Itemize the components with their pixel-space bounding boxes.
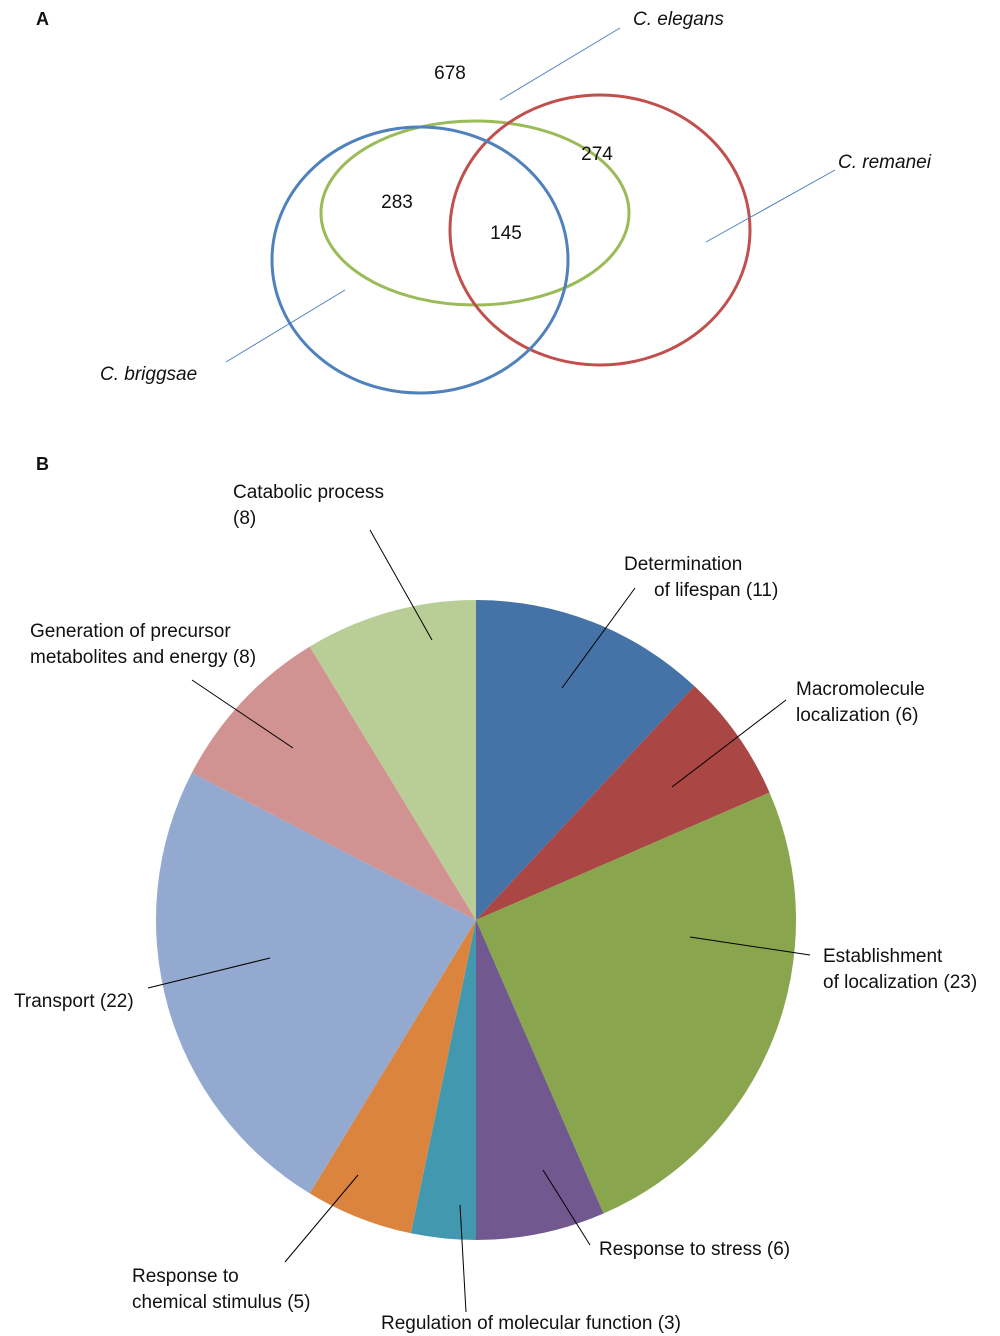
set-name: C. remanei: [838, 152, 932, 173]
leader-line: [705, 169, 836, 243]
pie-slice: [309, 600, 476, 920]
leader-line: [542, 1169, 591, 1246]
pie-slice: [410, 920, 476, 1240]
slice-label: Generation of precursor: [30, 621, 231, 642]
set-name: C. elegans: [633, 9, 724, 30]
leader-line: [191, 679, 294, 749]
set-circle: [448, 93, 752, 367]
slice-label: Macromolecule: [796, 679, 925, 700]
set-circle: [270, 125, 570, 395]
slice-label: metabolites and energy (8): [30, 647, 256, 668]
leader-line: [499, 27, 621, 101]
slice-label: Transport (22): [14, 991, 134, 1012]
region-count: 145: [490, 223, 522, 244]
pie-slice: [191, 646, 477, 920]
slice-label: (8): [233, 508, 256, 529]
slice-label: Response to stress (6): [599, 1239, 790, 1260]
leader-line: [284, 1174, 359, 1263]
slice-label: Response to: [132, 1266, 239, 1287]
slice-label: Determination: [624, 554, 742, 575]
slice-label: of localization (23): [823, 972, 977, 993]
pie-slice: [476, 600, 695, 920]
panel-label: A: [36, 9, 49, 29]
slice-label: chemical stimulus (5): [132, 1292, 310, 1313]
leader-line: [671, 699, 787, 788]
set-name: C. briggsae: [100, 364, 197, 385]
region-count: 678: [434, 63, 466, 84]
slice-label: localization (6): [796, 705, 919, 726]
panel-label: B: [36, 454, 49, 474]
pie-slice: [309, 920, 476, 1234]
region-count: 283: [381, 192, 413, 213]
leader-line: [147, 957, 271, 989]
leader-line: [225, 289, 346, 363]
leader-line: [561, 587, 636, 689]
slice-label: Establishment: [823, 946, 943, 967]
slice-label: Regulation of molecular function (3): [381, 1313, 681, 1334]
pie-slice: [476, 686, 770, 920]
pie-slice: [476, 792, 796, 1214]
pie-slice: [476, 920, 604, 1240]
region-count: 274: [581, 144, 613, 165]
leader-line: [459, 1204, 467, 1313]
leader-line: [369, 529, 433, 641]
slice-label: Catabolic process: [233, 482, 384, 503]
pie-slice: [156, 772, 476, 1194]
leader-line: [689, 936, 811, 956]
slice-label: of lifespan (11): [654, 580, 778, 601]
